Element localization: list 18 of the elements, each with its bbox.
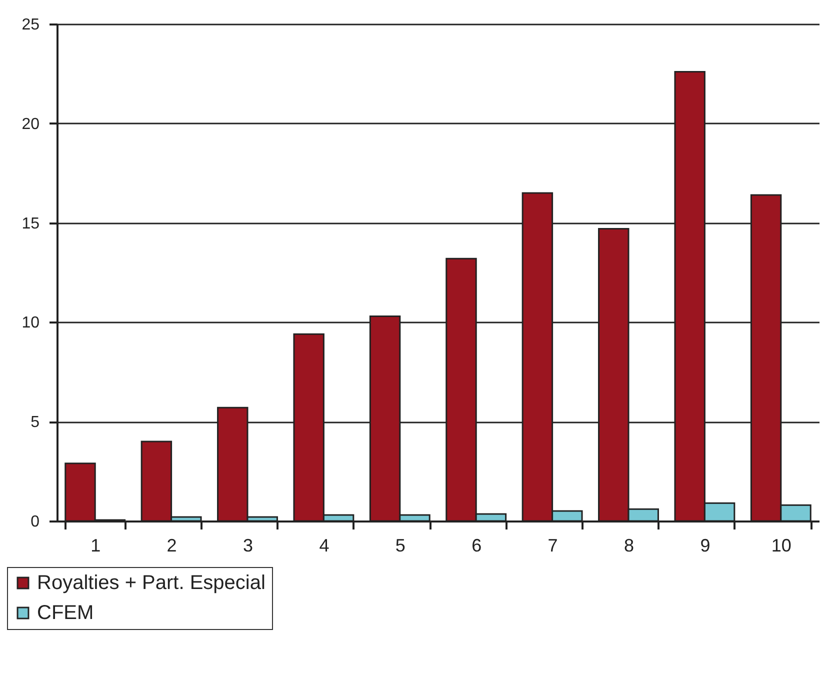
x-tick-label: 3: [242, 536, 254, 556]
legend-label: Royalties + Part. Especial: [37, 572, 266, 594]
x-tick-label: 6: [472, 536, 482, 556]
legend-label: CFEM: [37, 602, 94, 624]
y-tick-label: 25: [22, 16, 40, 34]
y-tick-label: 0: [30, 514, 40, 530]
x-tick-label: 5: [395, 536, 406, 556]
x-tick-label: 8: [624, 536, 634, 556]
y-tick-label: 15: [22, 215, 40, 232]
x-tick-label: 9: [700, 536, 710, 556]
y-tick-label: 10: [22, 314, 40, 332]
y-tick-label: 5: [30, 414, 40, 432]
x-tick-label: 2: [166, 536, 177, 556]
y-tick-label: 20: [22, 116, 40, 133]
x-tick-label: 10: [771, 536, 792, 556]
x-tick-label: 1: [90, 536, 101, 556]
x-tick-label: 7: [548, 536, 558, 556]
x-tick-label: 4: [319, 536, 330, 556]
